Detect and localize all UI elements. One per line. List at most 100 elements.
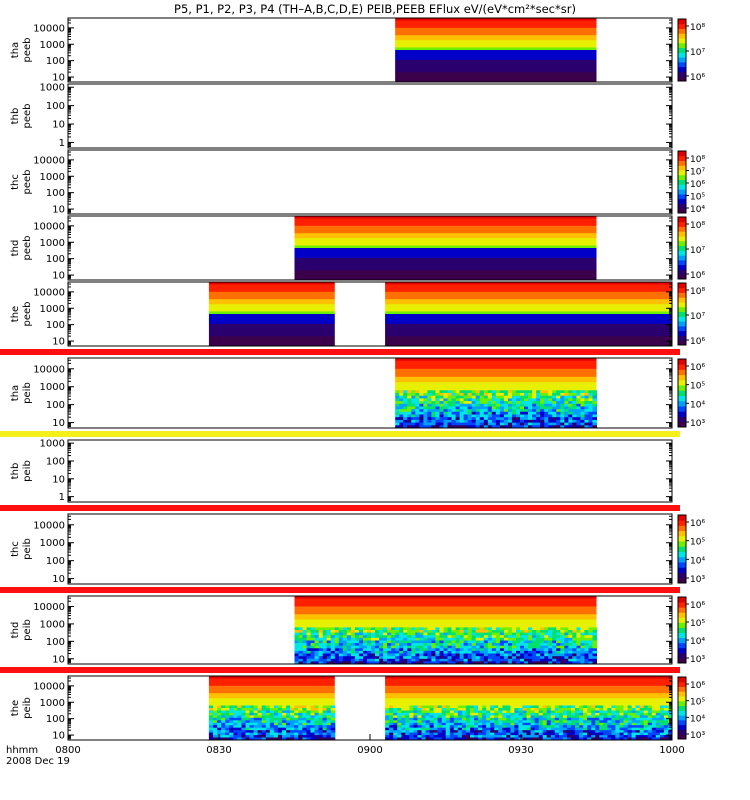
spectrogram-cell bbox=[478, 710, 483, 714]
spectrogram-cell bbox=[389, 737, 394, 741]
spectrogram-cell bbox=[459, 417, 465, 421]
spectrogram-cell bbox=[560, 635, 565, 639]
spectrogram-cell bbox=[587, 725, 592, 729]
spectrogram-cell bbox=[467, 658, 473, 662]
spectrogram-cell bbox=[588, 398, 593, 402]
spectrogram-cell bbox=[520, 403, 525, 407]
spectrogram-cell bbox=[491, 411, 497, 415]
spectrogram-cell bbox=[631, 715, 637, 719]
spectrogram-cell bbox=[562, 735, 568, 739]
spectrogram-cell bbox=[619, 720, 624, 724]
spectrogram-cell bbox=[507, 390, 513, 394]
spectrogram-cell bbox=[455, 656, 461, 660]
spectrogram-cell bbox=[425, 715, 430, 719]
spectrogram-cell bbox=[627, 720, 633, 724]
spectrogram-cell bbox=[463, 414, 469, 418]
spectrogram-cell bbox=[391, 648, 396, 652]
spectrogram-cell bbox=[439, 645, 444, 649]
spectrogram-cell bbox=[391, 656, 396, 660]
colorbar-swatch bbox=[678, 19, 686, 25]
spectrogram-cell bbox=[403, 393, 408, 397]
colorbar-swatch bbox=[678, 681, 686, 687]
spectrogram-cell bbox=[265, 710, 271, 714]
spectrogram-cell bbox=[631, 732, 637, 736]
spectrogram-cell bbox=[499, 417, 505, 421]
spectrogram-cell bbox=[478, 735, 483, 739]
spectrogram-cell bbox=[443, 656, 448, 660]
spectrogram-cell bbox=[499, 409, 505, 413]
spectrogram-cell bbox=[427, 393, 432, 397]
spectrogram-band bbox=[208, 296, 335, 300]
spectrogram-cell bbox=[310, 705, 315, 709]
spectrogram-cell bbox=[435, 635, 440, 639]
spectrogram-cell bbox=[507, 637, 513, 641]
spectrogram-cell bbox=[310, 635, 316, 639]
spectrogram-cell bbox=[503, 661, 509, 665]
spectrogram-cell bbox=[379, 645, 384, 649]
spectrogram-cell bbox=[415, 406, 420, 410]
spectrogram-cell bbox=[587, 708, 592, 711]
spectrogram-cell bbox=[453, 737, 459, 741]
spectrogram-cell bbox=[387, 632, 392, 636]
spectrogram-cell bbox=[385, 725, 390, 729]
spectrogram-cell bbox=[564, 627, 569, 631]
spectrogram-cell bbox=[306, 650, 312, 654]
spectrogram-cell bbox=[277, 712, 283, 716]
spectrogram-cell bbox=[520, 627, 525, 631]
spectrogram-cell bbox=[213, 732, 218, 736]
spectrogram-cell bbox=[257, 712, 263, 716]
spectrogram-cell bbox=[635, 715, 641, 719]
colorbar-swatch bbox=[678, 647, 686, 654]
spectrogram-cell bbox=[415, 395, 420, 399]
spectrogram-cell bbox=[451, 398, 456, 402]
spectrogram-cell bbox=[269, 715, 275, 719]
spectrogram-cell bbox=[568, 406, 573, 410]
spectrogram-cell bbox=[487, 640, 493, 644]
spectrogram-cell bbox=[572, 661, 577, 665]
spectrogram-cell bbox=[407, 648, 412, 652]
spectrogram-cell bbox=[330, 658, 336, 662]
spectrogram-cell bbox=[490, 712, 495, 716]
spectrogram-cell bbox=[354, 630, 360, 634]
spectrogram-cell bbox=[542, 712, 548, 716]
spectrogram-cell bbox=[467, 648, 473, 652]
spectrogram-cell bbox=[564, 643, 569, 647]
spectrogram-cell bbox=[269, 730, 275, 734]
spectrogram-cell bbox=[431, 390, 436, 394]
spectrogram-cell bbox=[568, 637, 573, 641]
spectrogram-cell bbox=[298, 715, 303, 719]
spectrogram-cell bbox=[560, 640, 565, 644]
spectrogram-cell bbox=[241, 732, 246, 736]
spectrogram-cell bbox=[433, 712, 439, 716]
spectrogram-cell bbox=[635, 712, 641, 716]
spectrogram-cell bbox=[375, 627, 380, 631]
spectrogram-cell bbox=[326, 630, 332, 634]
spectrogram-cell bbox=[502, 715, 507, 719]
spectrogram-cell bbox=[584, 653, 589, 657]
spectrogram-cell bbox=[651, 727, 657, 731]
spectrogram-cell bbox=[411, 627, 416, 631]
spectrogram-cell bbox=[326, 637, 332, 641]
spectrogram-cell bbox=[269, 722, 275, 726]
spectrogram-cell bbox=[445, 737, 451, 741]
spectrogram-cell bbox=[277, 737, 283, 741]
spectrogram-cell bbox=[572, 632, 577, 636]
spectrogram-cell bbox=[579, 730, 584, 734]
spectrogram-cell bbox=[431, 653, 436, 657]
spectrogram-cell bbox=[544, 643, 549, 647]
spectrogram-cell bbox=[237, 732, 242, 736]
spectrogram-band bbox=[208, 311, 335, 315]
spectrogram-cell bbox=[576, 401, 581, 405]
spectrogram-cell bbox=[518, 727, 523, 731]
spectrogram-cell bbox=[639, 725, 645, 729]
spectrogram-cell bbox=[507, 393, 513, 397]
spectrogram-cell bbox=[536, 395, 541, 399]
spectrogram-cell bbox=[520, 650, 525, 654]
spectrogram-cell bbox=[233, 710, 238, 714]
spectrogram-cell bbox=[403, 643, 408, 647]
spectrogram-band bbox=[395, 366, 597, 370]
spectrogram-cell bbox=[580, 640, 585, 644]
spectrogram-cell bbox=[479, 419, 485, 424]
spectrogram-cell bbox=[556, 637, 561, 641]
